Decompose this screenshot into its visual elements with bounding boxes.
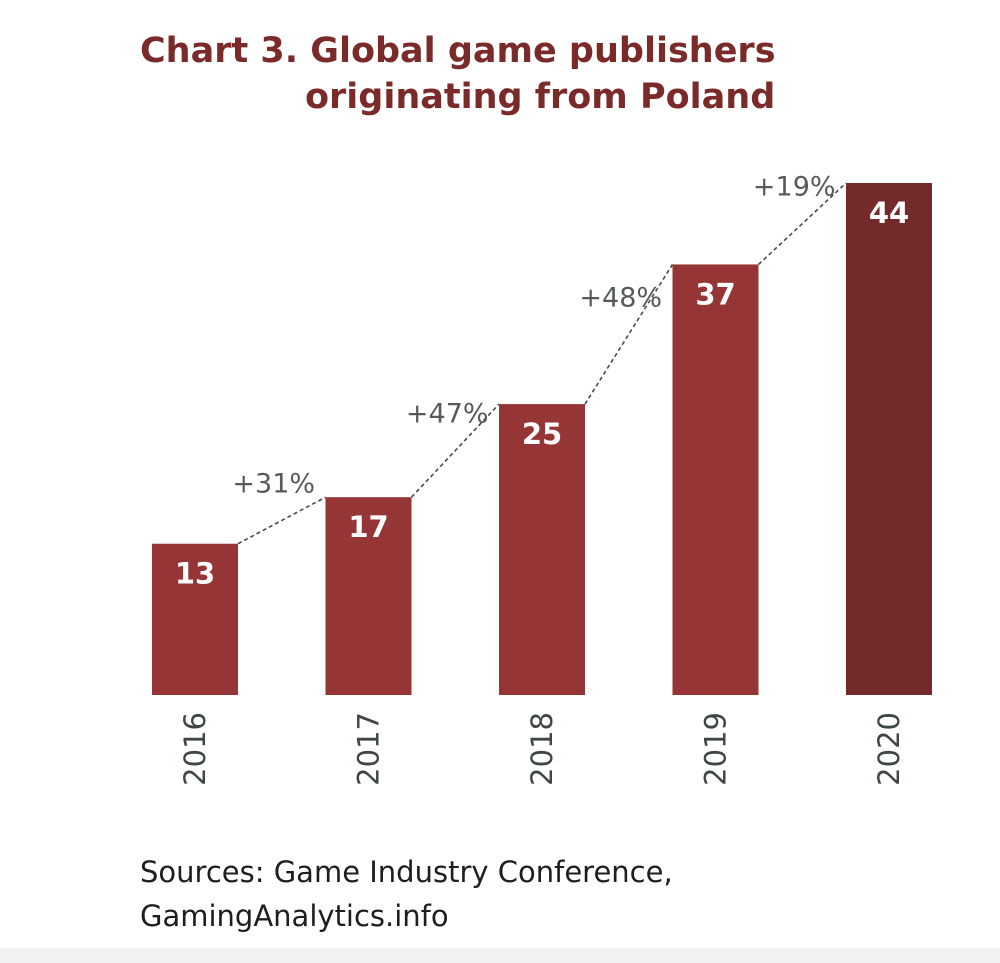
growth-connector-3 <box>757 182 847 266</box>
source-note: Sources: Game Industry Conference, Gamin… <box>140 850 673 938</box>
growth-connector-0 <box>237 496 326 545</box>
bar-2020 <box>846 183 932 695</box>
x-tick-label-2018: 2018 <box>525 712 559 786</box>
x-tick-label-2019: 2019 <box>699 712 733 786</box>
growth-label-1: +47% <box>406 399 489 430</box>
bar-2019 <box>672 264 759 695</box>
bar-2018 <box>499 404 585 695</box>
bar-value-label-2017: 17 <box>348 510 388 544</box>
growth-label-3: +19% <box>753 172 836 203</box>
x-tick-label-2017: 2017 <box>352 712 386 786</box>
bar-chart: 13 17 25 37 44 +31% +47% +48% +19% 2016 2017 2018 20… <box>152 172 932 786</box>
chart-title: Chart 3. Global game publishers originat… <box>0 28 1000 120</box>
growth-connector-1 <box>410 403 500 498</box>
source-line-2: GamingAnalytics.info <box>140 899 449 933</box>
bottom-scroll-strip <box>0 948 1000 963</box>
growth-label-0: +31% <box>232 468 315 499</box>
x-tick-label-2016: 2016 <box>178 712 212 786</box>
bar-value-label-2018: 25 <box>522 417 562 451</box>
bar-value-label-2019: 37 <box>695 277 735 311</box>
bar-value-label-2016: 13 <box>175 557 215 591</box>
chart-title-line-2: originating from Poland <box>305 77 776 117</box>
source-line-1: Sources: Game Industry Conference, <box>140 855 673 889</box>
bar-2016 <box>152 543 238 695</box>
bar-2017 <box>325 497 412 695</box>
growth-label-2: +48% <box>579 282 662 313</box>
chart-title-line-1: Chart 3. Global game publishers <box>140 31 776 71</box>
bar-value-label-2020: 44 <box>869 196 909 230</box>
x-tick-label-2020: 2020 <box>872 712 906 786</box>
